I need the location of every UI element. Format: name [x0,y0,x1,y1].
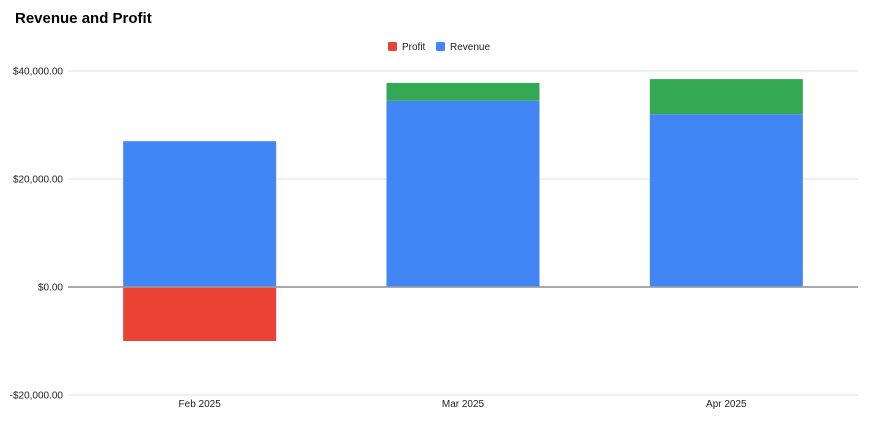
bar-revenue [386,100,540,287]
bar-profit [649,79,803,115]
legend-swatch-revenue [436,42,445,51]
y-tick-label: $40,000.00 [13,67,63,78]
y-tick-label: $0.00 [38,283,63,294]
x-tick-label: Feb 2025 [179,399,222,410]
bar-profit [386,82,540,101]
bar-profit [123,287,277,341]
x-tick-label: Apr 2025 [706,399,747,410]
chart-title: Revenue and Profit [15,10,152,27]
x-tick-label: Mar 2025 [442,399,485,410]
legend-swatch-profit [388,42,397,51]
bar-revenue [649,114,803,287]
y-tick-label: $20,000.00 [13,175,63,186]
y-tick-label: -$20,000.00 [10,391,64,402]
legend-label-profit: Profit [402,42,426,53]
legend-label-revenue: Revenue [450,42,490,53]
bar-revenue [123,141,277,287]
